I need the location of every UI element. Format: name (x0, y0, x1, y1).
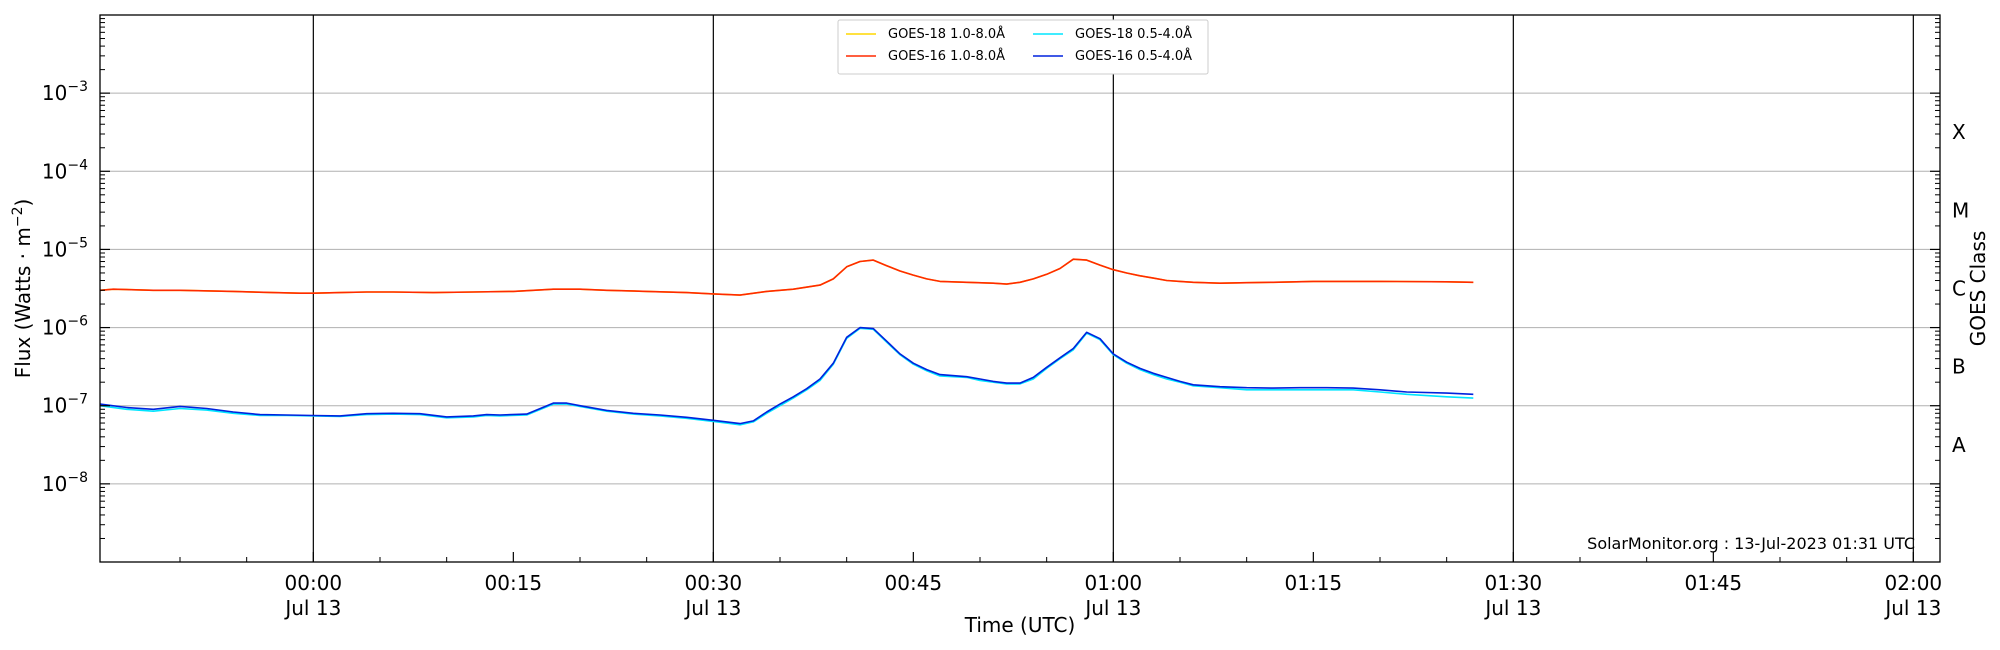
vertical-day-lines (312, 15, 1914, 562)
x-tick-label: 01:00 (1085, 571, 1143, 595)
goes-class-label: C (1952, 277, 1966, 301)
goes-class-labels: A B C M X (1952, 120, 1969, 457)
x-tick-label: 01:45 (1685, 571, 1743, 595)
credit-text: SolarMonitor.org : 13-Jul-2023 01:31 UTC (1587, 534, 1915, 553)
y-tick-exponent: −6 (67, 314, 88, 330)
y-tick-label: 10−8 (42, 470, 88, 496)
grid-layer (100, 92, 1940, 485)
series-line-goes-16-1-0-8-0 (99, 258, 1474, 296)
y-tick-label: 10−4 (42, 157, 88, 183)
goes-class-label: B (1952, 355, 1966, 379)
x-tick-date-label: Jul 13 (683, 596, 741, 620)
x-tick-label: 01:30 (1485, 571, 1543, 595)
legend-label: GOES-18 0.5-4.0Å (1075, 26, 1192, 42)
legend-label: GOES-18 1.0-8.0Å (888, 26, 1005, 42)
x-tick-date-label: Jul 13 (1883, 596, 1941, 620)
y-tick-exponent: −4 (67, 157, 88, 173)
y-tick-base: 10 (42, 472, 67, 496)
plot-frame (99, 14, 1941, 563)
y-tick-label: 10−7 (42, 392, 88, 418)
goes-class-label: X (1952, 120, 1966, 144)
legend: GOES-18 1.0-8.0Å GOES-18 0.5-4.0Å GOES-16 … (837, 19, 1209, 75)
x-tick-date-label: Jul 13 (283, 596, 341, 620)
series-layer (99, 258, 1474, 426)
legend-label: GOES-16 1.0-8.0Å (888, 48, 1005, 64)
series-line-goes-18-0-5-4-0 (99, 327, 1474, 426)
y-tick-exponent: −5 (67, 235, 88, 251)
y-tick-label: 10−5 (42, 235, 88, 261)
y-tick-base: 10 (42, 81, 67, 105)
y-tick-base: 10 (42, 159, 67, 183)
x-axis-label: Time (UTC) (964, 613, 1076, 637)
goes-class-label: A (1952, 433, 1966, 457)
y-axis-label-main: Flux (Watts · m (11, 227, 35, 378)
x-tick-label: 02:00 (1885, 571, 1943, 595)
goes-class-axis-label: GOES Class (1966, 231, 1990, 347)
y-tick-exponent: −7 (67, 392, 88, 408)
y-tick-base: 10 (42, 237, 67, 261)
x-tick-label: 00:30 (685, 571, 743, 595)
legend-label: GOES-16 0.5-4.0Å (1075, 48, 1192, 64)
y-tick-base: 10 (42, 394, 67, 418)
y-tick-base: 10 (42, 316, 67, 340)
y-tick-label: 10−6 (42, 314, 88, 340)
y-axis-label: Flux (Watts · m−2) (10, 199, 35, 379)
series-line-goes-16-0-5-4-0 (99, 326, 1474, 425)
y-tick-exponent: −8 (67, 470, 88, 486)
y-tick-exponent: −3 (67, 79, 88, 95)
goes-class-label: M (1952, 198, 1969, 222)
y-axis-label-close: ) (11, 199, 35, 207)
legend-box (837, 19, 1209, 75)
y-axis-label-sup: −2 (10, 207, 26, 228)
y-tick-label: 10−3 (42, 79, 88, 105)
x-tick-date-label: Jul 13 (1483, 596, 1541, 620)
x-tick-label: 00:45 (885, 571, 943, 595)
x-tick-label: 00:15 (485, 571, 543, 595)
x-tick-label: 00:00 (285, 571, 343, 595)
x-tick-label: 01:15 (1285, 571, 1343, 595)
x-tick-date-label: Jul 13 (1083, 596, 1141, 620)
